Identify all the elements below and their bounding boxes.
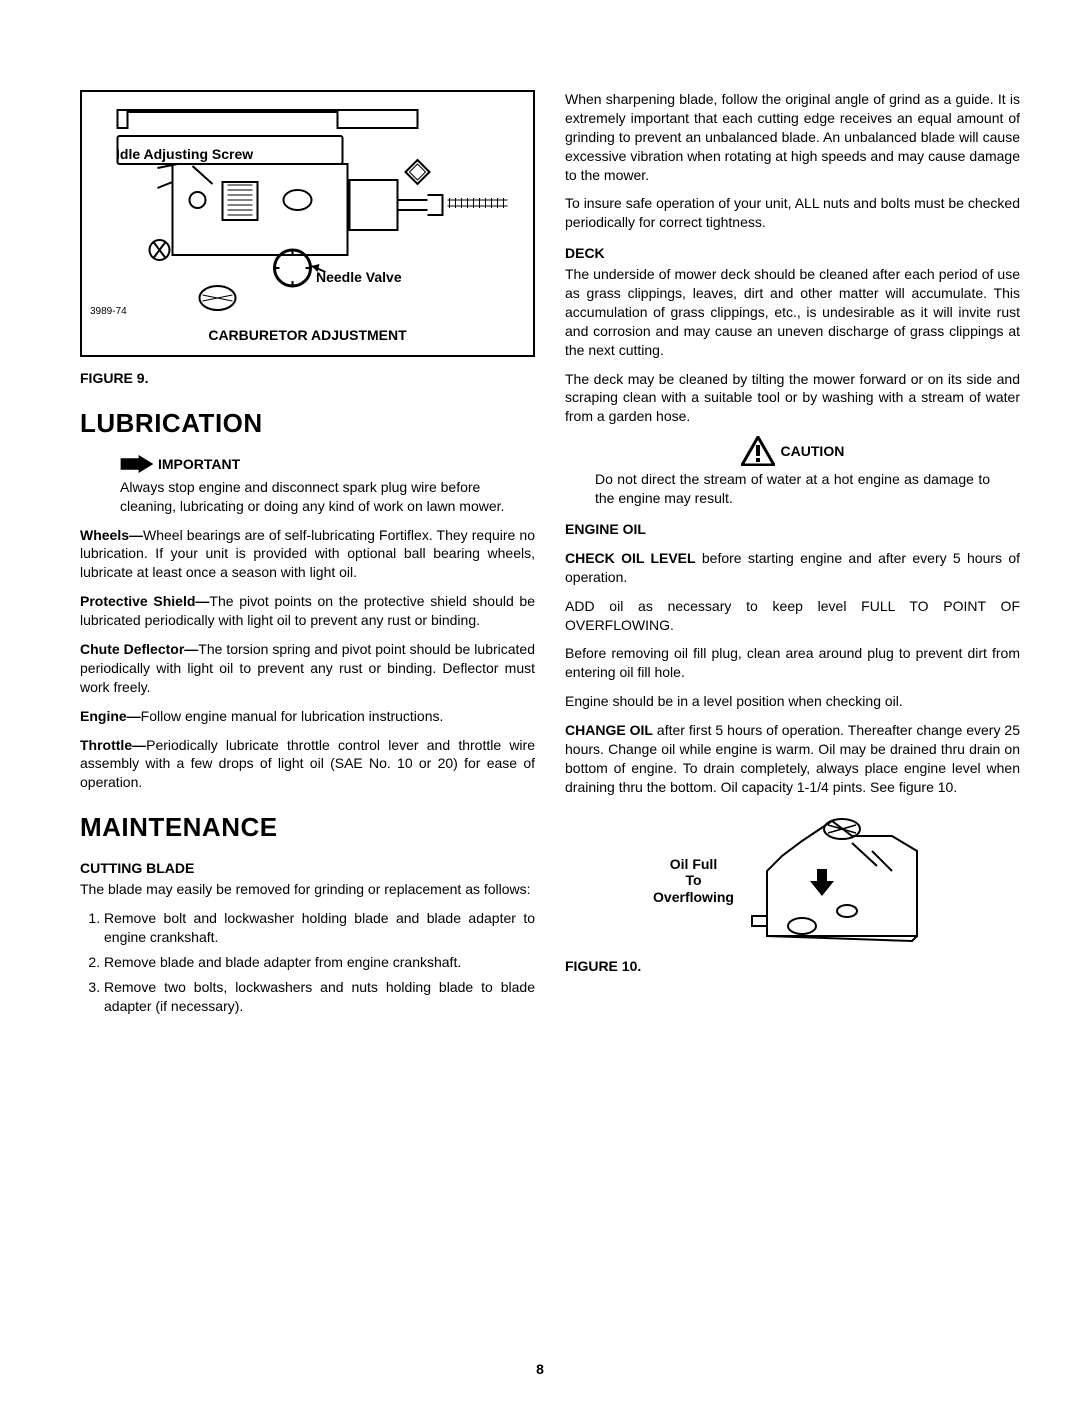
engine-oil-head: ENGINE OIL (565, 520, 1020, 539)
carburetor-diagram: Idle Adjusting Screw Needle Valve 3989-7… (86, 100, 529, 320)
arrow-icon (120, 455, 154, 473)
throttle-para: Throttle—Periodically lubricate throttle… (80, 736, 535, 793)
list-item: Remove blade and blade adapter from engi… (104, 953, 535, 972)
caution-icon (741, 436, 775, 466)
list-item: Remove bolt and lockwasher holding blade… (104, 909, 535, 947)
change-oil-para: CHANGE OIL after first 5 hours of operat… (565, 721, 1020, 797)
blade-steps-list: Remove bolt and lockwasher holding blade… (80, 909, 535, 1015)
add-oil-para: ADD oil as necessary to keep level FULL … (565, 597, 1020, 635)
oil-full-label: Oil FullToOverflowing (653, 856, 734, 906)
diagram-number: 3989-74 (90, 305, 127, 319)
needle-valve-label: Needle Valve (316, 268, 402, 287)
wheels-para: Wheels—Wheel bearings are of self-lubric… (80, 526, 535, 583)
engine-oil-svg (742, 811, 932, 951)
lubrication-title: LUBRICATION (80, 406, 535, 441)
deck-para1: The underside of mower deck should be cl… (565, 265, 1020, 359)
important-text: Always stop engine and disconnect spark … (120, 478, 535, 516)
shield-para: Protective Shield—The pivot points on th… (80, 592, 535, 630)
cutting-blade-intro: The blade may easily be removed for grin… (80, 880, 535, 899)
deck-para2: The deck may be cleaned by tilting the m… (565, 370, 1020, 427)
page-number: 8 (536, 1360, 544, 1379)
nuts-para: To insure safe operation of your unit, A… (565, 194, 1020, 232)
caution-label: CAUTION (781, 442, 845, 461)
important-block: IMPORTANT Always stop engine and disconn… (120, 455, 535, 516)
deck-head: DECK (565, 244, 1020, 263)
figure10-label: FIGURE 10. (565, 957, 1020, 976)
cutting-blade-head: CUTTING BLADE (80, 859, 535, 878)
sharpen-para: When sharpening blade, follow the origin… (565, 90, 1020, 184)
important-label: IMPORTANT (158, 455, 240, 474)
figure9-caption: CARBURETOR ADJUSTMENT (86, 326, 529, 345)
level-para: Engine should be in a level position whe… (565, 692, 1020, 711)
caution-text: Do not direct the stream of water at a h… (595, 470, 990, 508)
check-oil-para: CHECK OIL LEVEL before starting engine a… (565, 549, 1020, 587)
figure-9-box: Idle Adjusting Screw Needle Valve 3989-7… (80, 90, 535, 357)
list-item: Remove two bolts, lockwashers and nuts h… (104, 978, 535, 1016)
figure9-label: FIGURE 9. (80, 369, 535, 388)
caution-block: CAUTION (565, 436, 1020, 466)
idle-screw-label: Idle Adjusting Screw (116, 145, 253, 164)
chute-para: Chute Deflector—The torsion spring and p… (80, 640, 535, 697)
engine-para: Engine—Follow engine manual for lubricat… (80, 707, 535, 726)
maintenance-title: MAINTENANCE (80, 810, 535, 845)
carburetor-svg (86, 100, 529, 320)
figure-10-box: Oil FullToOverflowing (565, 811, 1020, 951)
before-removing-para: Before removing oil fill plug, clean are… (565, 644, 1020, 682)
